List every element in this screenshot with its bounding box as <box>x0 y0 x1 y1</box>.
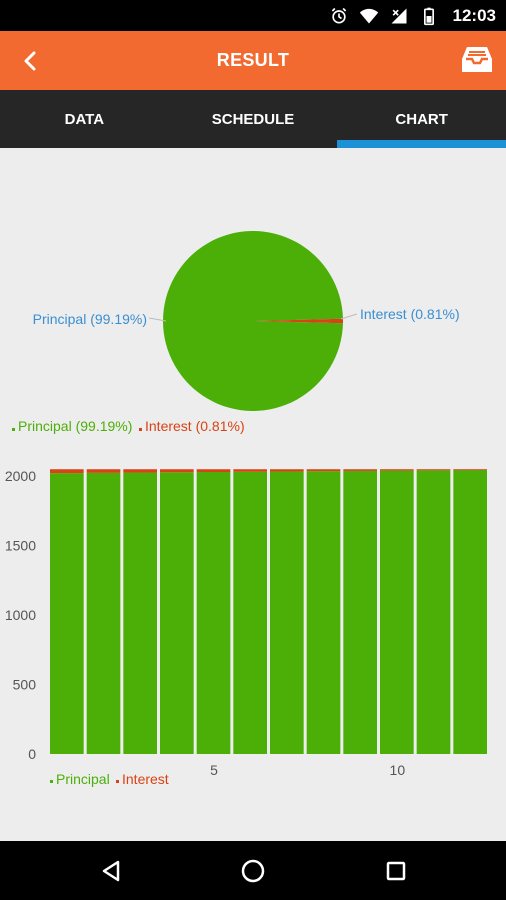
recents-square-icon <box>386 861 406 881</box>
bar-legend-interest-swatch <box>116 780 119 783</box>
back-arrow-icon <box>24 51 36 71</box>
wifi-icon <box>359 8 378 23</box>
tab-schedule[interactable]: SCHEDULE <box>169 90 338 148</box>
pie-label-principal: Principal (99.19%) <box>33 311 147 327</box>
bar-principal <box>453 470 487 754</box>
tab-data-label: DATA <box>64 110 105 128</box>
bar-legend-interest: Interest <box>122 771 169 787</box>
page-title: RESULT <box>216 50 290 70</box>
bar-interest <box>380 469 414 471</box>
bar-interest <box>50 469 84 474</box>
pie-chart: Principal (99.19%) Interest (0.81%) Prin… <box>12 231 460 434</box>
bar-principal <box>233 471 267 754</box>
bar-legend-principal-swatch <box>50 780 53 783</box>
tab-schedule-label: SCHEDULE <box>211 110 295 128</box>
bar-interest <box>123 469 157 473</box>
chart-content: Principal (99.19%) Interest (0.81%) Prin… <box>0 148 506 841</box>
bar-principal <box>123 472 157 754</box>
bar-interest <box>196 469 231 473</box>
bar-y-tick-label: 1500 <box>5 537 36 553</box>
bar-x-tick-label: 5 <box>210 762 218 778</box>
signal-icon <box>391 8 407 23</box>
bar-interest <box>86 469 121 473</box>
bar-chart: 0 500 1000 1500 2000 5 10 Principal Interest <box>5 468 487 787</box>
status-time: 12:03 <box>452 5 496 25</box>
pie-slice-principal <box>163 231 343 411</box>
bar-interest <box>270 469 304 472</box>
bar-principal <box>416 470 451 754</box>
nav-back-button[interactable] <box>95 855 127 887</box>
back-triangle-icon <box>102 860 120 882</box>
bar-principal <box>196 472 231 754</box>
nav-home-button[interactable] <box>237 855 269 887</box>
app-bar: RESULT <box>0 31 506 90</box>
alarm-icon <box>331 7 346 24</box>
principal-leader-line <box>148 317 167 322</box>
bar-interest <box>416 469 451 471</box>
home-circle-icon <box>241 859 265 883</box>
bar-interest <box>343 469 377 471</box>
bar-principal <box>50 473 84 754</box>
pie-legend-principal: Principal (99.19%) <box>18 418 132 434</box>
tab-chart[interactable]: CHART <box>337 90 506 148</box>
back-button[interactable] <box>14 44 48 78</box>
save-button[interactable] <box>458 41 496 79</box>
tab-data[interactable]: DATA <box>0 90 169 148</box>
system-nav-bar <box>0 841 506 900</box>
status-bar: 12:03 <box>0 0 506 31</box>
bar-legend-principal: Principal <box>56 771 110 787</box>
pie-legend-interest-swatch <box>139 428 142 431</box>
bar-y-tick-label: 0 <box>28 746 36 762</box>
bar-principal <box>86 472 121 754</box>
pie-slice-interest <box>253 318 343 324</box>
bar-interest <box>233 469 267 472</box>
pie-legend-principal-swatch <box>12 428 15 431</box>
pie-label-interest: Interest (0.81%) <box>360 306 460 322</box>
bar-y-tick-label: 1000 <box>5 607 36 623</box>
bar-principal <box>160 472 194 754</box>
bar-y-tick-label: 2000 <box>5 468 36 484</box>
bar-principal <box>343 470 377 754</box>
battery-icon <box>423 7 434 25</box>
bar-interest <box>306 469 341 472</box>
bar-interest <box>453 469 487 471</box>
bar-principal <box>306 471 341 754</box>
nav-recents-button[interactable] <box>380 855 412 887</box>
pie-legend-interest: Interest (0.81%) <box>145 418 245 434</box>
bar-principal <box>270 471 304 754</box>
bar-y-tick-label: 500 <box>13 676 37 692</box>
tab-active-indicator <box>337 140 506 148</box>
interest-leader-line <box>340 313 358 320</box>
status-icons: 12:03 <box>329 0 496 31</box>
bar-x-tick-label: 10 <box>390 762 406 778</box>
inbox-save-icon <box>462 47 492 72</box>
tab-chart-label: CHART <box>395 110 448 128</box>
bar-principal <box>380 470 414 754</box>
tab-bar: DATA SCHEDULE CHART <box>0 90 506 148</box>
bar-interest <box>160 469 194 473</box>
